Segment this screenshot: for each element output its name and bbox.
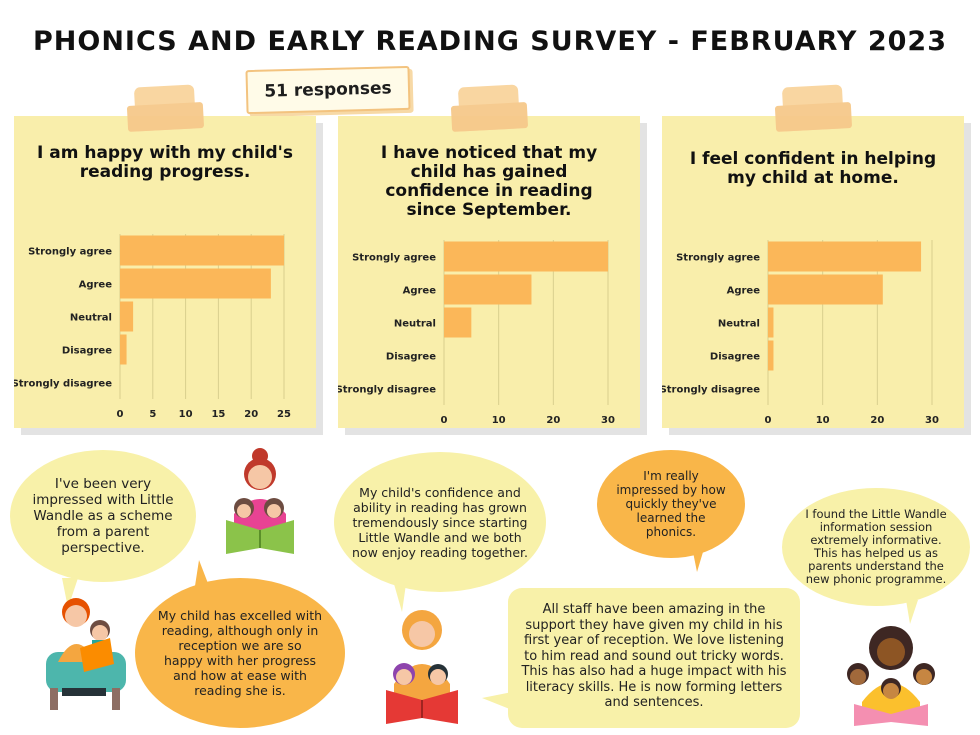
x-tick-label: 10 (492, 415, 506, 426)
bar-disagree (120, 334, 127, 365)
x-tick-label: 20 (870, 415, 884, 426)
x-tick-label: 0 (117, 409, 124, 420)
x-tick-label: 30 (601, 415, 615, 426)
category-label: Disagree (386, 352, 436, 363)
tape-decoration (133, 84, 197, 132)
x-tick-label: 25 (277, 409, 291, 420)
quote-text: I'm really impressed by how quickly they… (616, 469, 726, 539)
quote-text: I found the Little Wandle information se… (805, 507, 947, 586)
bar-disagree (768, 340, 774, 371)
category-label: Neutral (394, 319, 436, 330)
chart-title: I am happy with my child's reading progr… (37, 143, 293, 182)
responses-badge: 51 responses (245, 65, 411, 115)
chart-panel-2: I have noticed that my child has gained … (338, 84, 640, 428)
category-label: Neutral (718, 319, 760, 330)
quote-bubble-3: My child's confidence and ability in rea… (334, 452, 546, 612)
x-tick-label: 0 (765, 415, 772, 426)
quote-bubble-1: I've been very impressed with Little Wan… (10, 450, 196, 608)
woman-with-children-illustration (847, 626, 935, 726)
bar-chart-helping-at-home: 0 10 20 30 Strongly agree Agree Neutral Disagre… (662, 240, 939, 426)
bar-neutral (120, 301, 134, 332)
category-label: Disagree (710, 352, 760, 363)
chart-title: I feel confident in helping my child at … (689, 149, 937, 188)
chart-panel-1: I am happy with my child's reading progr… (14, 84, 316, 428)
bar-neutral (444, 307, 472, 338)
bar-chart-reading-progress: 0 5 10 15 20 25 Strongly agree Agree Neutral Disa… (14, 234, 291, 420)
quote-text: My child has excelled with reading, alth… (157, 608, 323, 698)
category-label: Neutral (70, 313, 112, 324)
bar-strongly-agree (768, 241, 922, 272)
quote-bubble-2: My child has excelled with reading, alth… (135, 560, 345, 728)
category-label: Strongly disagree (338, 385, 436, 396)
quote-text: I've been very impressed with Little Wan… (32, 476, 174, 556)
father-reading-illustration (46, 598, 126, 710)
page-title: PHONICS AND EARLY READING SURVEY - FEBRU… (33, 26, 947, 57)
quote-text: My child's confidence and ability in rea… (352, 484, 528, 560)
quote-bubble-4: I'm really impressed by how quickly they… (597, 450, 745, 572)
bar-neutral (768, 307, 774, 338)
category-label: Agree (727, 286, 761, 297)
x-tick-label: 10 (816, 415, 830, 426)
bar-strongly-agree (444, 241, 608, 272)
x-tick-label: 5 (149, 409, 156, 420)
x-tick-label: 0 (441, 415, 448, 426)
x-tick-label: 15 (211, 409, 225, 420)
chart-panel-3: I feel confident in helping my child at … (662, 84, 964, 428)
quote-text: All staff have been amazing in the suppo… (521, 602, 787, 710)
tape-decoration (781, 84, 845, 132)
bar-strongly-agree (120, 235, 284, 266)
x-tick-label: 20 (546, 415, 560, 426)
chart-title: I have noticed that my child has gained … (380, 143, 598, 220)
category-label: Strongly disagree (14, 379, 112, 390)
category-label: Disagree (62, 346, 112, 357)
x-tick-label: 30 (925, 415, 939, 426)
category-label: Strongly agree (352, 253, 436, 264)
category-label: Strongly disagree (662, 385, 760, 396)
x-tick-label: 10 (179, 409, 193, 420)
category-label: Agree (403, 286, 437, 297)
category-label: Strongly agree (676, 253, 760, 264)
x-tick-label: 20 (244, 409, 258, 420)
quote-box-6: All staff have been amazing in the suppo… (482, 588, 800, 728)
tape-decoration (457, 84, 521, 132)
bar-agree (444, 274, 532, 305)
category-label: Strongly agree (28, 247, 112, 258)
bar-agree (120, 268, 271, 299)
bar-agree (768, 274, 883, 305)
bar-chart-reading-confidence: 0 10 20 30 Strongly agree Agree Neutral Disagre… (338, 240, 615, 426)
mother-in-hijab-illustration (386, 610, 458, 724)
category-label: Agree (79, 280, 113, 291)
mother-reading-illustration (226, 448, 294, 554)
quote-bubble-5: I found the Little Wandle information se… (782, 488, 970, 624)
